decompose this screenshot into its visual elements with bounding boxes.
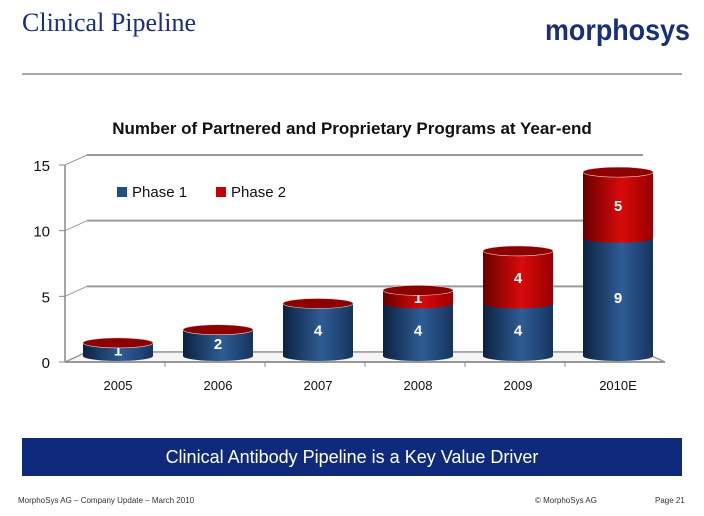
bar-phase-1: [383, 303, 453, 361]
data-label: 1: [114, 342, 122, 359]
chart-floor: [64, 351, 666, 363]
key-message-banner: Clinical Antibody Pipeline is a Key Valu…: [22, 438, 682, 476]
x-tick-label: 2008: [404, 378, 433, 393]
data-label: 5: [614, 198, 622, 215]
logo-text: morphosys: [545, 14, 690, 47]
bar-top-cap: [382, 285, 454, 296]
footer-page-number: Page 21: [655, 496, 685, 505]
bar-top-cap: [482, 245, 554, 257]
data-label: 4: [514, 270, 523, 287]
bar-phase-1: [583, 237, 653, 361]
gridline-side: [64, 220, 88, 232]
footer-copyright: © MorphoSys AG: [535, 496, 597, 505]
data-label: 1: [414, 290, 422, 307]
legend-swatch: [117, 187, 127, 197]
data-label: 4: [514, 323, 523, 340]
bar-top-cap: [282, 298, 354, 309]
y-tick-label: 5: [42, 289, 50, 306]
y-tick-label: 15: [33, 158, 50, 175]
chart-title: Number of Partnered and Proprietary Prog…: [112, 119, 592, 138]
x-tick-label: 2010E: [599, 378, 637, 393]
x-tick-label: 2005: [104, 378, 133, 393]
bar-phase-1: [183, 329, 253, 361]
gridline-side: [64, 285, 88, 297]
bar-phase-1: [483, 303, 553, 361]
x-tick-label: 2009: [504, 378, 533, 393]
data-label: 2: [214, 336, 222, 353]
bar-phase-2: [483, 250, 553, 309]
morphosys-logo: morphosys: [545, 14, 690, 47]
y-tick-label: 0: [42, 355, 50, 372]
chart-container: Number of Partnered and Proprietary Prog…: [0, 105, 704, 415]
footer-company-update: MorphoSys AG – Company Update – March 20…: [18, 496, 195, 505]
bar-top-cap: [582, 166, 654, 178]
legend-label: Phase 1: [132, 184, 187, 201]
chart-svg: 0 5 10 15 1 2005 2 2006 4 2007 4 1 2008 4 4 2009 9 5 2010E…: [33, 154, 666, 393]
bar-top-cap: [182, 324, 254, 336]
bar-phase-1: [283, 303, 353, 361]
bar-phase-2: [583, 172, 653, 243]
header-divider: [22, 73, 682, 75]
x-tick-label: 2006: [204, 378, 233, 393]
gridline-side: [64, 154, 88, 166]
data-label: 4: [314, 323, 323, 340]
y-tick-label: 10: [33, 224, 50, 241]
data-label: 4: [414, 323, 423, 340]
legend-swatch: [216, 187, 226, 197]
x-tick-label: 2007: [304, 378, 333, 393]
bar-top-cap: [82, 337, 154, 349]
data-label: 9: [614, 290, 622, 307]
slide-title: Clinical Pipeline: [22, 8, 197, 37]
legend-label: Phase 2: [231, 184, 286, 201]
